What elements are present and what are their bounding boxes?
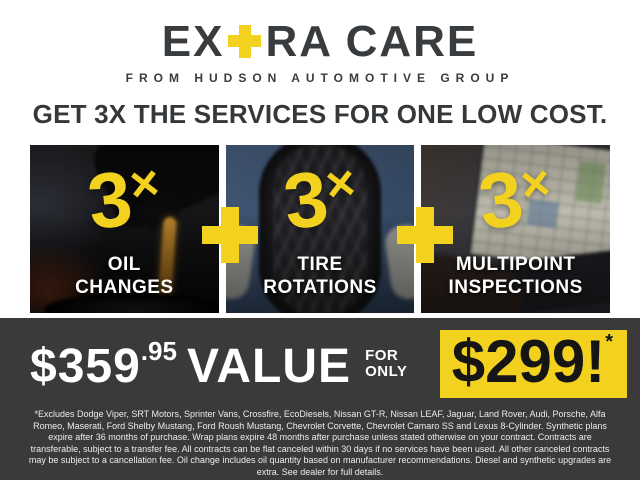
- disclaimer-text: *Excludes Dodge Viper, SRT Motors, Sprin…: [28, 409, 612, 477]
- oil-pour-photo: [30, 145, 219, 313]
- value-price: $359.95 VALUE: [30, 338, 351, 391]
- panel-label: OIL CHANGES: [30, 254, 219, 299]
- panel-label-line2: CHANGES: [75, 276, 174, 298]
- value-cents: .95: [140, 335, 177, 366]
- multiplier-times: ×: [126, 153, 163, 214]
- value-word: VALUE: [186, 339, 352, 393]
- panel-label-line1: OIL: [107, 254, 141, 276]
- logo-wordmark: EX RA CARE: [0, 20, 640, 64]
- panel-label-line2: INSPECTIONS: [448, 276, 583, 298]
- sale-price-box: $299!*: [439, 328, 627, 398]
- plus-icon: [228, 25, 261, 58]
- oil-changes-panel: 3× OIL CHANGES: [30, 145, 219, 313]
- panel-label-line2: ROTATIONS: [263, 276, 377, 298]
- tire-tread-pattern: [273, 145, 367, 313]
- headline: GET 3X THE SERVICES FOR ONE LOW COST.: [32, 99, 608, 129]
- logo-text-ra-care: RA CARE: [265, 17, 479, 66]
- plus-icon: [397, 207, 453, 263]
- price-row: $359.95 VALUE FOR ONLY $299!*: [0, 318, 640, 398]
- brand-logo: EX RA CARE FROM HUDSON AUTOMOTIVE GROUP: [0, 0, 640, 86]
- brand-tagline: FROM HUDSON AUTOMOTIVE GROUP: [125, 71, 515, 85]
- sale-price: $299!: [451, 328, 606, 395]
- multiplier-times: ×: [517, 153, 554, 214]
- service-panels-row: 3× OIL CHANGES 3× TIRE ROTATIONS: [30, 145, 611, 313]
- panel-label-line1: TIRE: [297, 254, 343, 276]
- logo-text-ex: EX: [161, 17, 225, 66]
- oil-pool-shape: [44, 293, 219, 313]
- multiplier-times: ×: [322, 153, 358, 214]
- plus-icon: [202, 207, 258, 263]
- asterisk-footnote-marker: *: [605, 331, 613, 353]
- panel-label: TIRE ROTATIONS: [226, 254, 415, 299]
- panel-label-line1: MULTIPOINT: [455, 254, 576, 276]
- for-only-label: FOR ONLY: [365, 346, 408, 381]
- only-word: ONLY: [365, 363, 408, 380]
- for-word: FOR: [365, 346, 399, 364]
- value-dollars: $359: [30, 339, 141, 393]
- panel-label: MULTIPOINT INSPECTIONS: [421, 254, 610, 299]
- offer-band: $359.95 VALUE FOR ONLY $299!* *Excludes D…: [0, 318, 640, 480]
- tire-shape: [259, 145, 381, 313]
- photo-shade: [30, 145, 219, 313]
